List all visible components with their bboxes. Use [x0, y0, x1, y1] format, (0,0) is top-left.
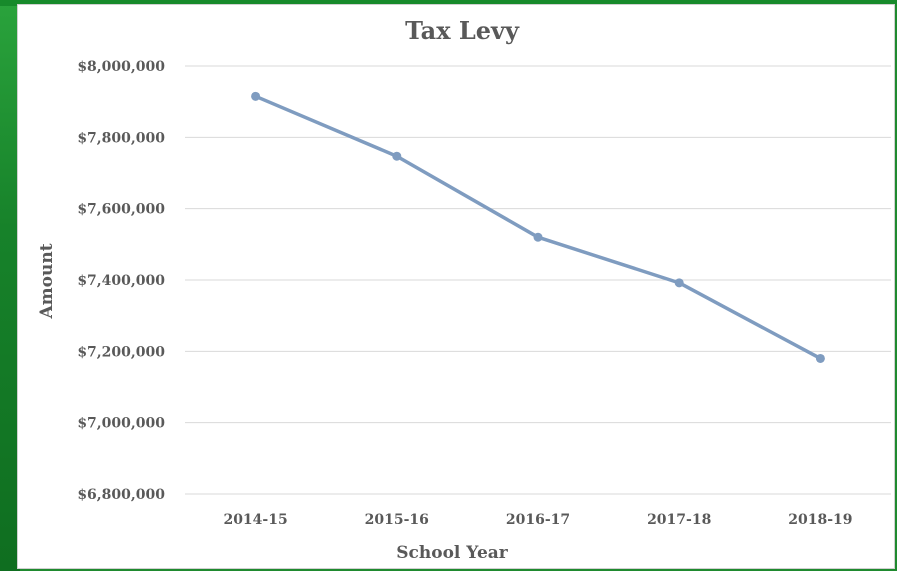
- chart-container: [17, 4, 895, 569]
- x-axis-tick-labels: 2014-15 2015-16 2016-17 2017-18 2018-19: [223, 512, 852, 528]
- data-point: [674, 278, 684, 288]
- y-tick-label: $8,000,000: [77, 59, 165, 75]
- y-tick-label: $7,800,000: [77, 130, 165, 146]
- y-tick-label: $7,000,000: [77, 416, 165, 432]
- y-tick-label: $7,200,000: [77, 344, 165, 360]
- y-tick-label: $7,600,000: [77, 202, 165, 218]
- background-top-band: [0, 0, 897, 6]
- data-point: [251, 91, 261, 101]
- data-point: [533, 232, 543, 242]
- x-tick-label: 2016-17: [506, 512, 570, 528]
- y-axis-tick-labels: $6,800,000 $7,000,000 $7,200,000 $7,400,000…: [77, 59, 165, 503]
- x-tick-label: 2014-15: [223, 512, 287, 528]
- x-tick-label: 2018-19: [788, 512, 852, 528]
- data-point: [815, 353, 825, 363]
- y-axis-label: Amount: [37, 243, 57, 319]
- y-tick-label: $6,800,000: [77, 487, 165, 503]
- data-series: [251, 91, 825, 363]
- x-tick-label: 2017-18: [647, 512, 711, 528]
- data-point: [392, 151, 402, 161]
- x-axis-label: School Year: [396, 543, 509, 563]
- chart-title: Tax Levy: [405, 16, 520, 45]
- x-tick-label: 2015-16: [365, 512, 429, 528]
- y-tick-label: $7,400,000: [77, 273, 165, 289]
- background-left-band: [0, 0, 20, 571]
- gridlines: [185, 65, 891, 495]
- series-line: [253, 94, 823, 361]
